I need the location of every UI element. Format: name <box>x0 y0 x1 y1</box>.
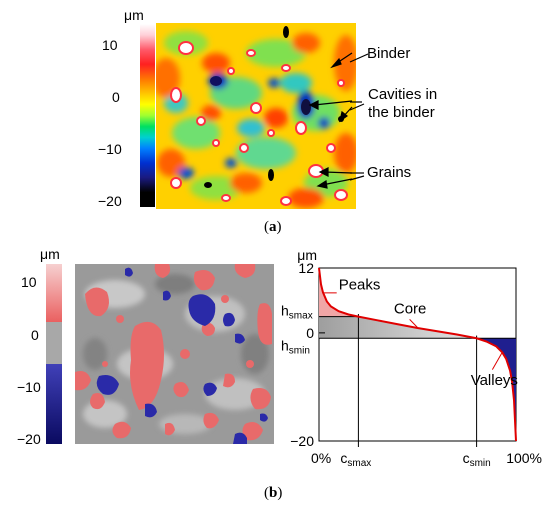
valleys-leader <box>491 352 503 370</box>
chart-plot-frame <box>318 267 517 442</box>
c-smax-label: csmax <box>340 450 371 469</box>
y-axis-unit: μm <box>297 247 317 263</box>
annotation-grains: Grains <box>367 164 412 181</box>
y-tick-minus20: −20 <box>290 433 314 449</box>
panel-a-tick-minus20: −20 <box>98 193 122 209</box>
annotation-binder: Binder <box>367 45 411 62</box>
core-leader <box>409 319 418 328</box>
valleys-area <box>476 338 516 441</box>
caption-a: (a) <box>264 219 282 235</box>
h-smin-label: hsmin <box>281 337 310 356</box>
panel-b-tick-0: 0 <box>31 327 39 343</box>
panel-a-unit: μm <box>124 7 144 23</box>
h-smax-label: hsmax <box>281 303 313 322</box>
panel-a-tick-0: 0 <box>112 89 120 105</box>
panel-b-tick-10: 10 <box>21 274 37 290</box>
abbott-curve-chart: 12 0 −20 μm 0% 100% hsmax hsmin csmax csmin Peaks C… <box>281 247 542 469</box>
caption-b: (b) <box>264 485 283 501</box>
region-label-peaks: Peaks <box>339 277 381 294</box>
panel-a: μm 10 0 −10 −20 <box>0 0 550 245</box>
y-tick-12: 12 <box>298 260 314 276</box>
region-label-core: Core <box>394 300 427 317</box>
panel-b-colorbar <box>46 264 62 444</box>
region-label-valleys: Valleys <box>471 372 518 389</box>
annotation-cavities-line2: the binder <box>368 104 435 121</box>
panel-a-tick-minus10: −10 <box>98 141 122 157</box>
c-smin-label: csmin <box>463 450 491 469</box>
panel-b-tick-minus20: −20 <box>17 431 41 447</box>
panel-a-tick-10: 10 <box>102 37 118 53</box>
annotation-cavities-line1: Cavities in <box>368 86 438 103</box>
y-tick-0: 0 <box>306 325 314 341</box>
x-tick-100pct: 100% <box>506 450 542 466</box>
panel-b: μm 10 0 −10 −20 <box>0 245 550 506</box>
panel-b-unit: μm <box>40 246 60 262</box>
panel-a-topography-image <box>156 23 356 209</box>
panel-b-tick-minus10: −10 <box>17 379 41 395</box>
panel-b-segmented-image <box>75 264 274 444</box>
core-area <box>319 316 477 339</box>
x-tick-0pct: 0% <box>311 450 331 466</box>
panel-a-annotation-arrows <box>349 53 369 181</box>
panel-a-colorbar <box>140 24 155 207</box>
bearing-curve <box>318 267 517 442</box>
